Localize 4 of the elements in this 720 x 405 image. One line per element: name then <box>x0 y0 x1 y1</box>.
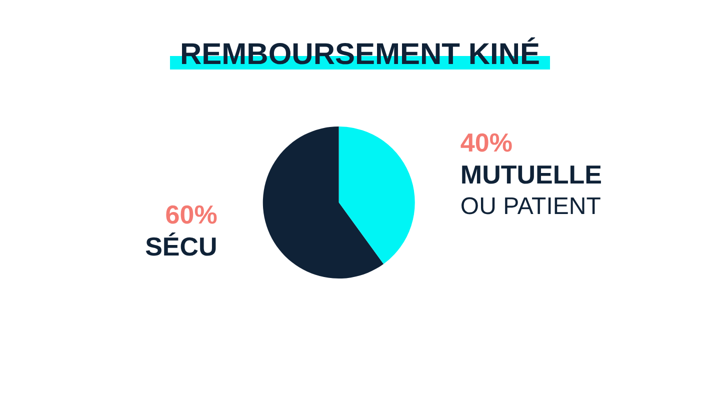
slice-label: SÉCU <box>145 232 218 262</box>
slice-label: MUTUELLE OU PATIENT <box>460 159 602 220</box>
data-label: 40% <box>460 127 512 158</box>
data-label: 60% <box>165 200 218 230</box>
